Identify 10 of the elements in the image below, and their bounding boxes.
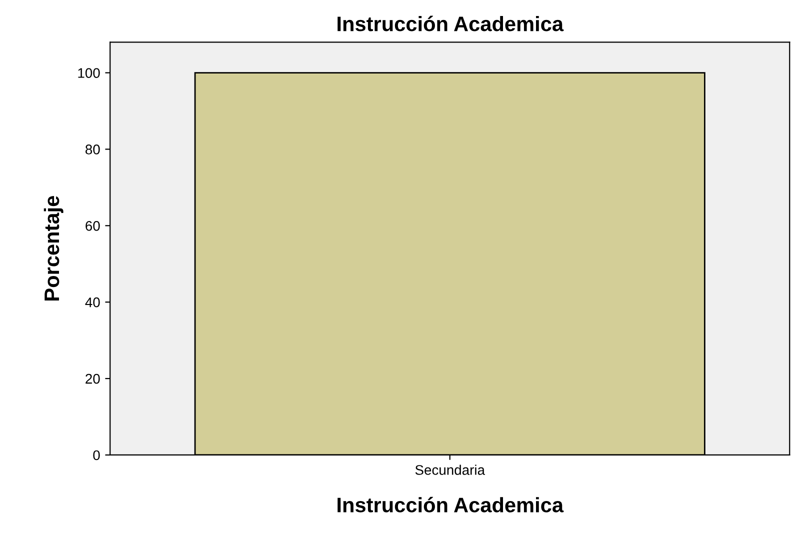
x-tick-label: Secundaria	[415, 464, 485, 475]
y-tick-label: 0	[93, 450, 100, 460]
x-axis-title: Instrucción Academica	[338, 496, 564, 512]
y-axis-title: Porcentaje	[44, 196, 64, 300]
y-tick-label: 60	[86, 220, 100, 231]
y-tick-label: 20	[86, 374, 100, 384]
y-tick-label: 40	[85, 297, 100, 308]
y-tick-label: 80	[86, 144, 100, 154]
chart-title: Instrucción Academica	[338, 16, 564, 32]
y-tick-label: 100	[78, 68, 100, 78]
